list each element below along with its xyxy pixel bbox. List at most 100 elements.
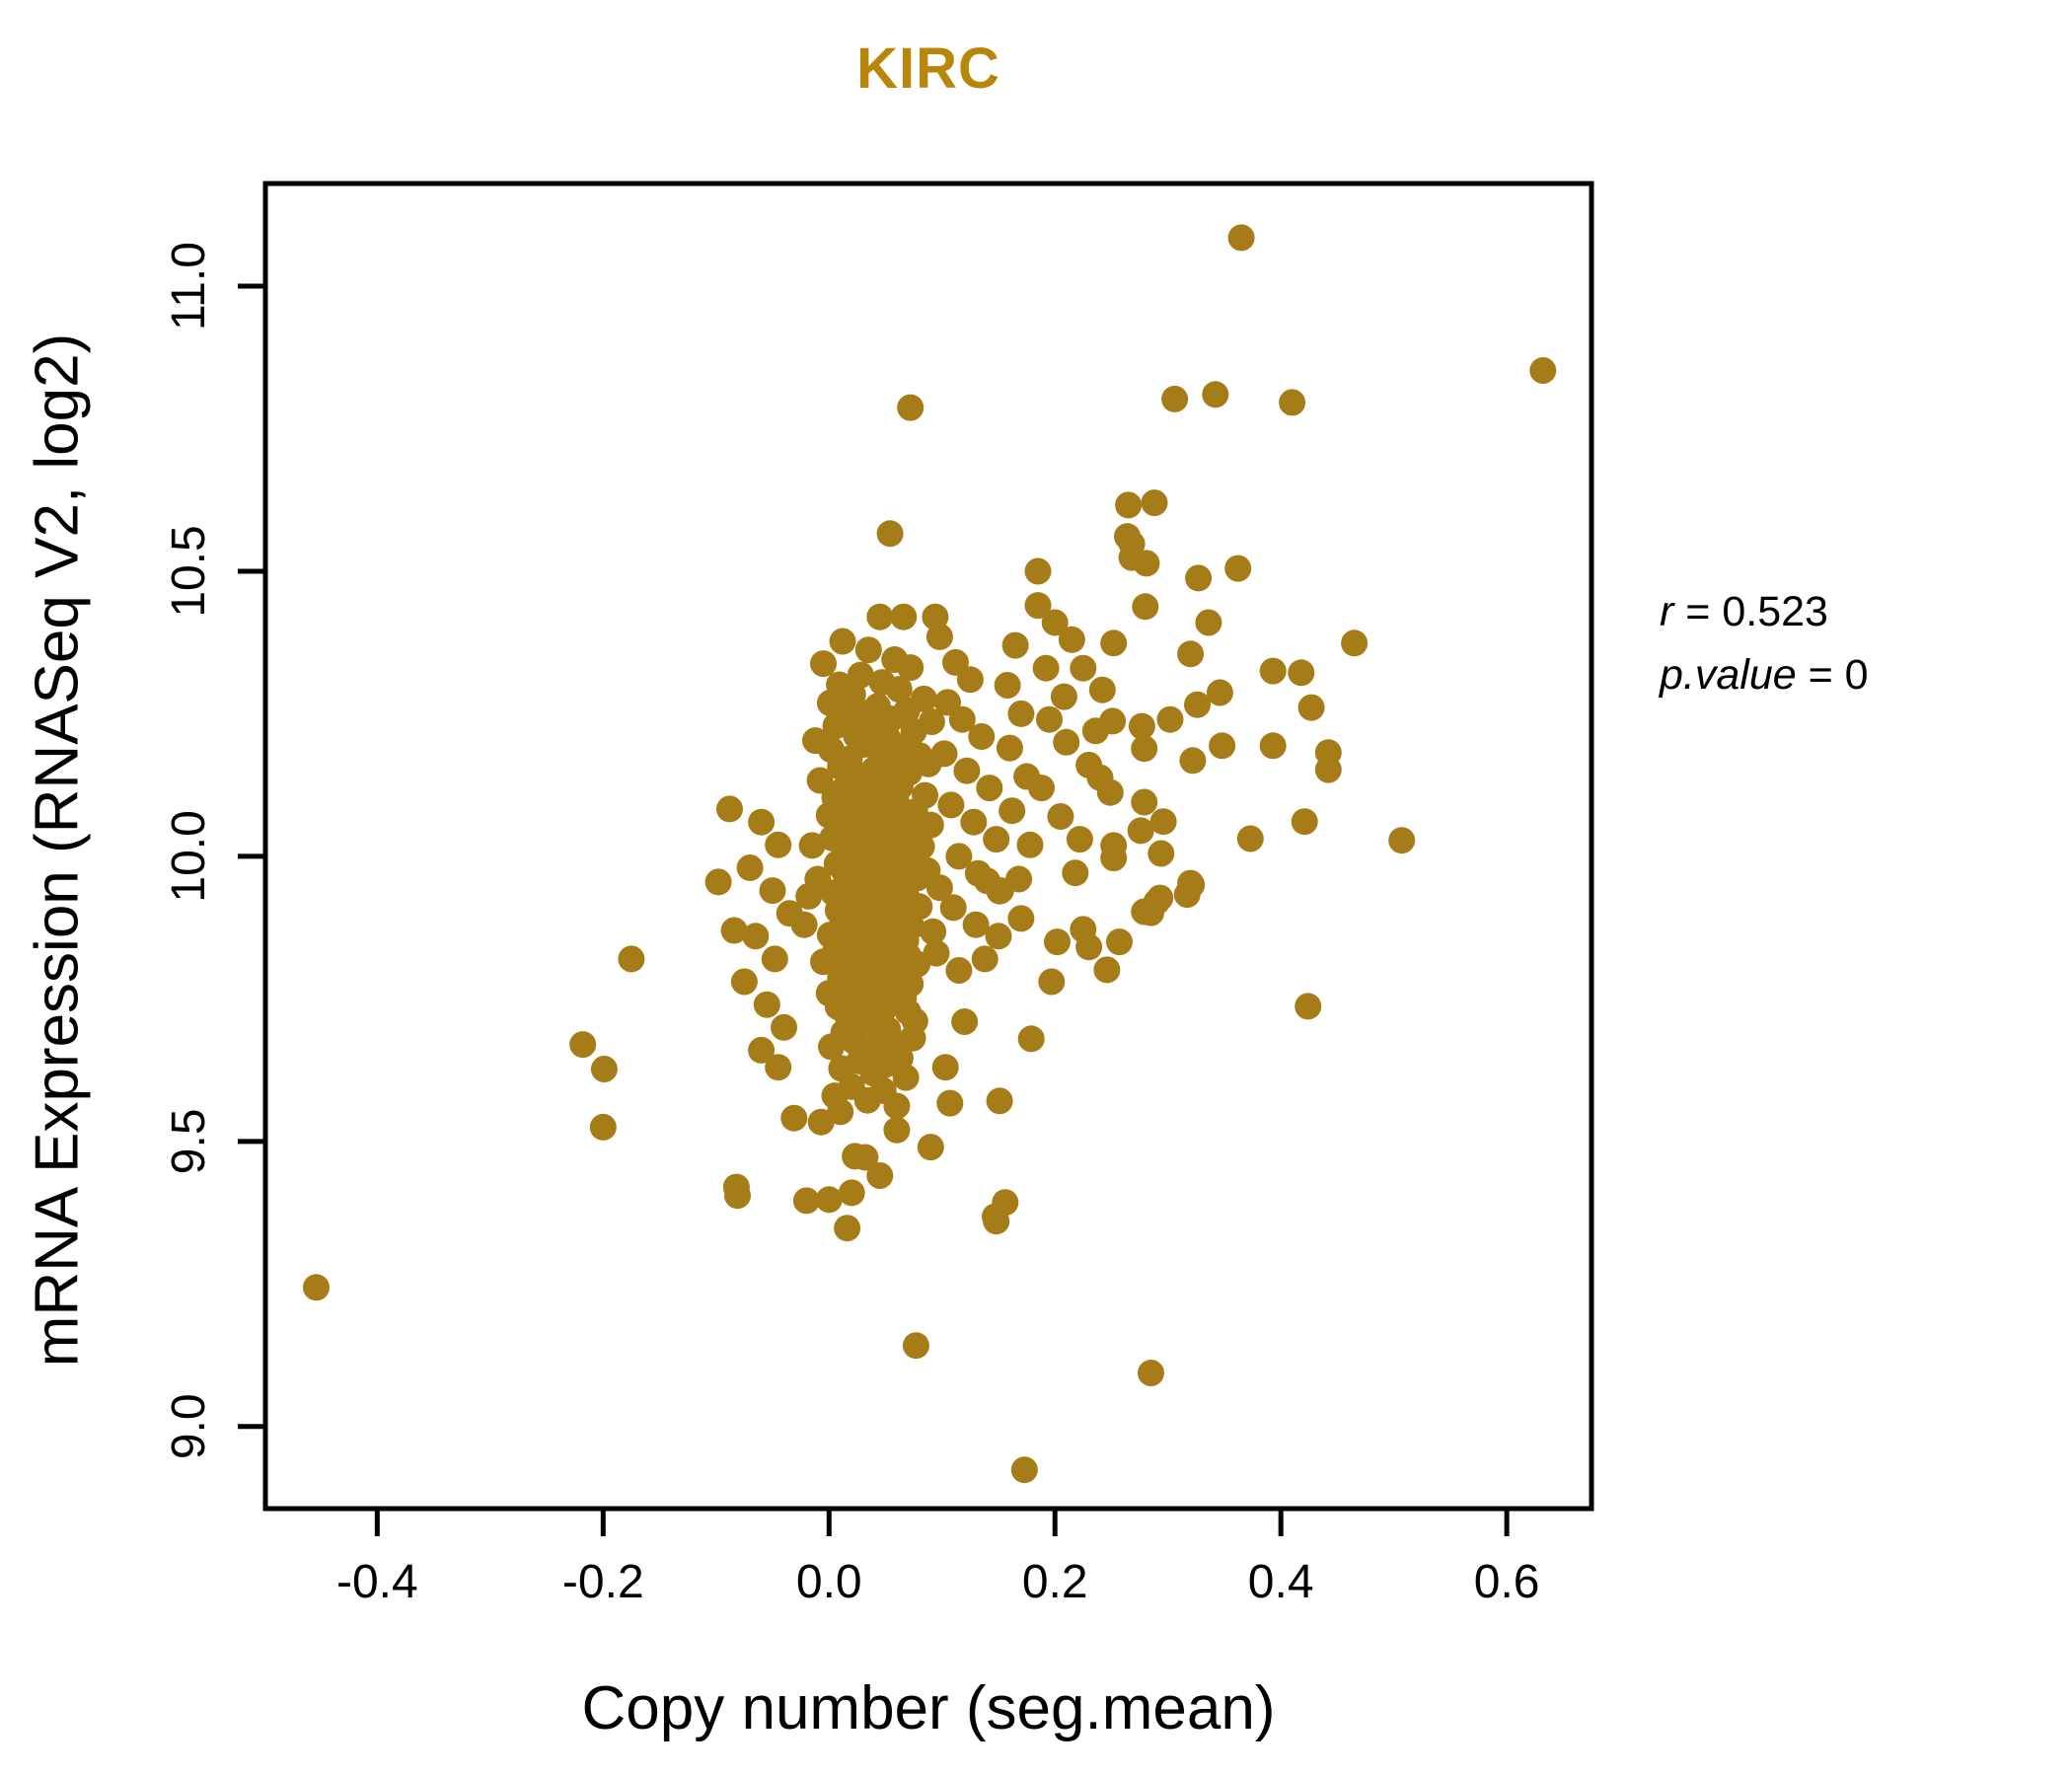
data-point[interactable] (1206, 679, 1233, 706)
data-point[interactable] (1050, 683, 1077, 710)
data-point[interactable] (1195, 609, 1222, 636)
data-point[interactable] (810, 650, 837, 678)
data-point[interactable] (815, 1186, 843, 1214)
data-point[interactable] (996, 734, 1023, 762)
data-point[interactable] (1093, 956, 1121, 984)
data-point[interactable] (303, 1274, 330, 1301)
data-point[interactable] (1075, 751, 1103, 778)
data-point[interactable] (1066, 826, 1093, 853)
data-point[interactable] (866, 1162, 894, 1189)
data-point[interactable] (818, 1033, 845, 1061)
data-point[interactable] (930, 740, 958, 768)
data-point[interactable] (994, 672, 1021, 699)
data-point[interactable] (822, 712, 850, 740)
data-point[interactable] (983, 826, 1010, 853)
data-point[interactable] (838, 1179, 865, 1207)
data-point[interactable] (883, 1116, 911, 1144)
data-point[interactable] (890, 603, 918, 630)
data-point[interactable] (851, 1144, 879, 1171)
data-point[interactable] (589, 1113, 617, 1141)
data-point[interactable] (962, 911, 990, 938)
data-point[interactable] (569, 1031, 597, 1059)
data-point[interactable] (839, 681, 866, 708)
data-point[interactable] (876, 520, 904, 548)
data-point[interactable] (917, 811, 944, 839)
data-point[interactable] (976, 775, 1003, 802)
data-point[interactable] (951, 1008, 979, 1035)
data-point[interactable] (1115, 491, 1143, 519)
data-point[interactable] (1044, 928, 1071, 956)
data-point[interactable] (1032, 654, 1060, 682)
data-point[interactable] (1202, 381, 1229, 408)
data-point[interactable] (999, 797, 1026, 825)
data-point[interactable] (1209, 732, 1236, 760)
data-point[interactable] (730, 968, 758, 996)
data-point[interactable] (964, 859, 992, 887)
data-point[interactable] (1100, 629, 1128, 657)
data-point[interactable] (1007, 700, 1035, 727)
data-point[interactable] (1041, 609, 1069, 636)
data-point[interactable] (765, 831, 792, 858)
data-point[interactable] (1058, 626, 1085, 653)
data-point[interactable] (1138, 1360, 1164, 1386)
data-point[interactable] (776, 900, 803, 927)
data-point[interactable] (1062, 859, 1089, 887)
data-point[interactable] (945, 843, 973, 870)
data-point[interactable] (1010, 1456, 1038, 1484)
data-point[interactable] (1259, 732, 1287, 760)
data-point[interactable] (618, 945, 645, 973)
data-point[interactable] (985, 923, 1012, 950)
data-point[interactable] (1177, 640, 1205, 668)
data-point[interactable] (1149, 808, 1177, 836)
data-point[interactable] (829, 628, 856, 655)
data-point[interactable] (968, 723, 996, 750)
data-point[interactable] (1227, 224, 1255, 252)
data-point[interactable] (1128, 712, 1155, 740)
data-point[interactable] (971, 945, 999, 973)
data-point[interactable] (937, 791, 965, 819)
data-point[interactable] (1100, 845, 1128, 872)
data-point[interactable] (720, 917, 748, 944)
data-point[interactable] (736, 854, 764, 881)
data-point[interactable] (922, 603, 949, 630)
data-point[interactable] (925, 874, 953, 902)
data-point[interactable] (1184, 691, 1211, 718)
data-point[interactable] (945, 957, 973, 984)
data-point[interactable] (1001, 631, 1029, 659)
data-point[interactable] (795, 882, 823, 910)
data-point[interactable] (1096, 778, 1124, 806)
data-point[interactable] (936, 1089, 964, 1117)
data-point[interactable] (1138, 899, 1164, 926)
data-point[interactable] (1075, 933, 1103, 961)
data-point[interactable] (1127, 817, 1154, 845)
data-point[interactable] (1236, 825, 1264, 852)
data-point[interactable] (854, 636, 882, 664)
data-point[interactable] (1341, 629, 1369, 657)
data-point[interactable] (1259, 657, 1287, 685)
data-point[interactable] (780, 1104, 808, 1132)
data-point[interactable] (1017, 1025, 1045, 1053)
data-point[interactable] (1047, 803, 1074, 830)
data-point[interactable] (956, 666, 984, 694)
data-point[interactable] (953, 757, 981, 784)
data-point[interactable] (1161, 385, 1189, 412)
data-point[interactable] (925, 623, 953, 650)
data-point[interactable] (960, 808, 988, 836)
data-point[interactable] (1314, 756, 1342, 783)
data-point[interactable] (1297, 694, 1325, 721)
data-point[interactable] (1133, 550, 1160, 577)
data-point[interactable] (982, 1203, 1008, 1230)
data-point[interactable] (1141, 489, 1168, 517)
data-point[interactable] (883, 1092, 911, 1120)
data-point[interactable] (885, 676, 913, 703)
data-point[interactable] (1081, 717, 1109, 745)
data-point[interactable] (765, 1054, 792, 1081)
data-point[interactable] (1131, 788, 1158, 816)
data-point[interactable] (590, 1056, 618, 1082)
data-point[interactable] (748, 808, 776, 836)
data-point[interactable] (748, 1036, 776, 1064)
data-point[interactable] (1007, 905, 1035, 932)
data-point[interactable] (1288, 659, 1315, 687)
data-point[interactable] (931, 1054, 959, 1081)
data-point[interactable] (716, 795, 743, 823)
